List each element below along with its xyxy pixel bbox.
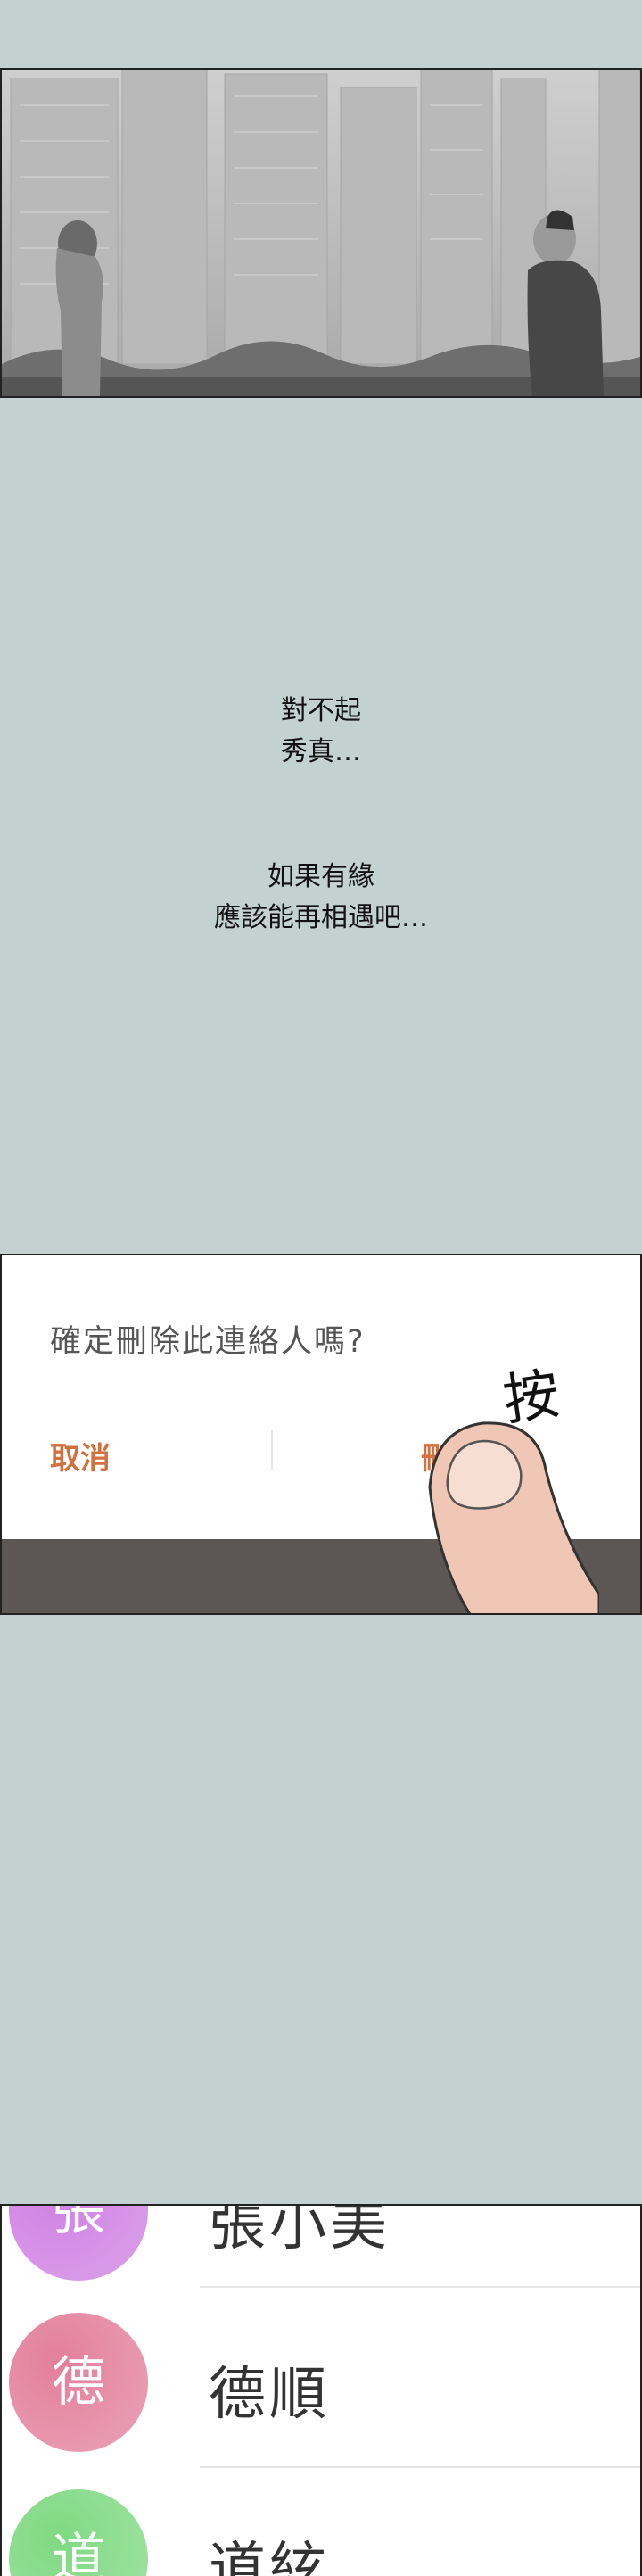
finger-illustration — [428, 1421, 599, 1613]
contact-avatar-1: 張 — [9, 2206, 148, 2281]
dialog-title: 確定刪除此連絡人嗎? — [50, 1324, 366, 1360]
foggy-city-illustration — [2, 70, 640, 396]
contact-name-2[interactable]: 德順 — [209, 2362, 330, 2428]
cancel-button[interactable]: 取消 — [50, 1441, 111, 1477]
narration-line-1: 對不起 — [281, 695, 361, 726]
contact-list-panel: 張 張小美 德 德順 道 道絃 — [0, 2204, 642, 2576]
narration-line-4: 應該能再相遇吧… — [214, 902, 428, 933]
narration-line-2: 秀真… — [281, 736, 361, 767]
contact-avatar-2: 德 — [9, 2313, 148, 2452]
contact-name-1[interactable]: 張小美 — [209, 2204, 391, 2258]
contact-name-3[interactable]: 道絃 — [209, 2537, 330, 2576]
contact-avatar-3: 道 — [9, 2489, 148, 2576]
contact-separator — [200, 2286, 640, 2288]
contact-separator — [200, 2466, 640, 2468]
city-scene-panel — [0, 68, 642, 398]
narration-line-3: 如果有緣 — [268, 861, 374, 892]
delete-contact-dialog: 確定刪除此連絡人嗎? 取消 刪除 按 — [0, 1254, 642, 1615]
button-divider — [271, 1430, 273, 1470]
